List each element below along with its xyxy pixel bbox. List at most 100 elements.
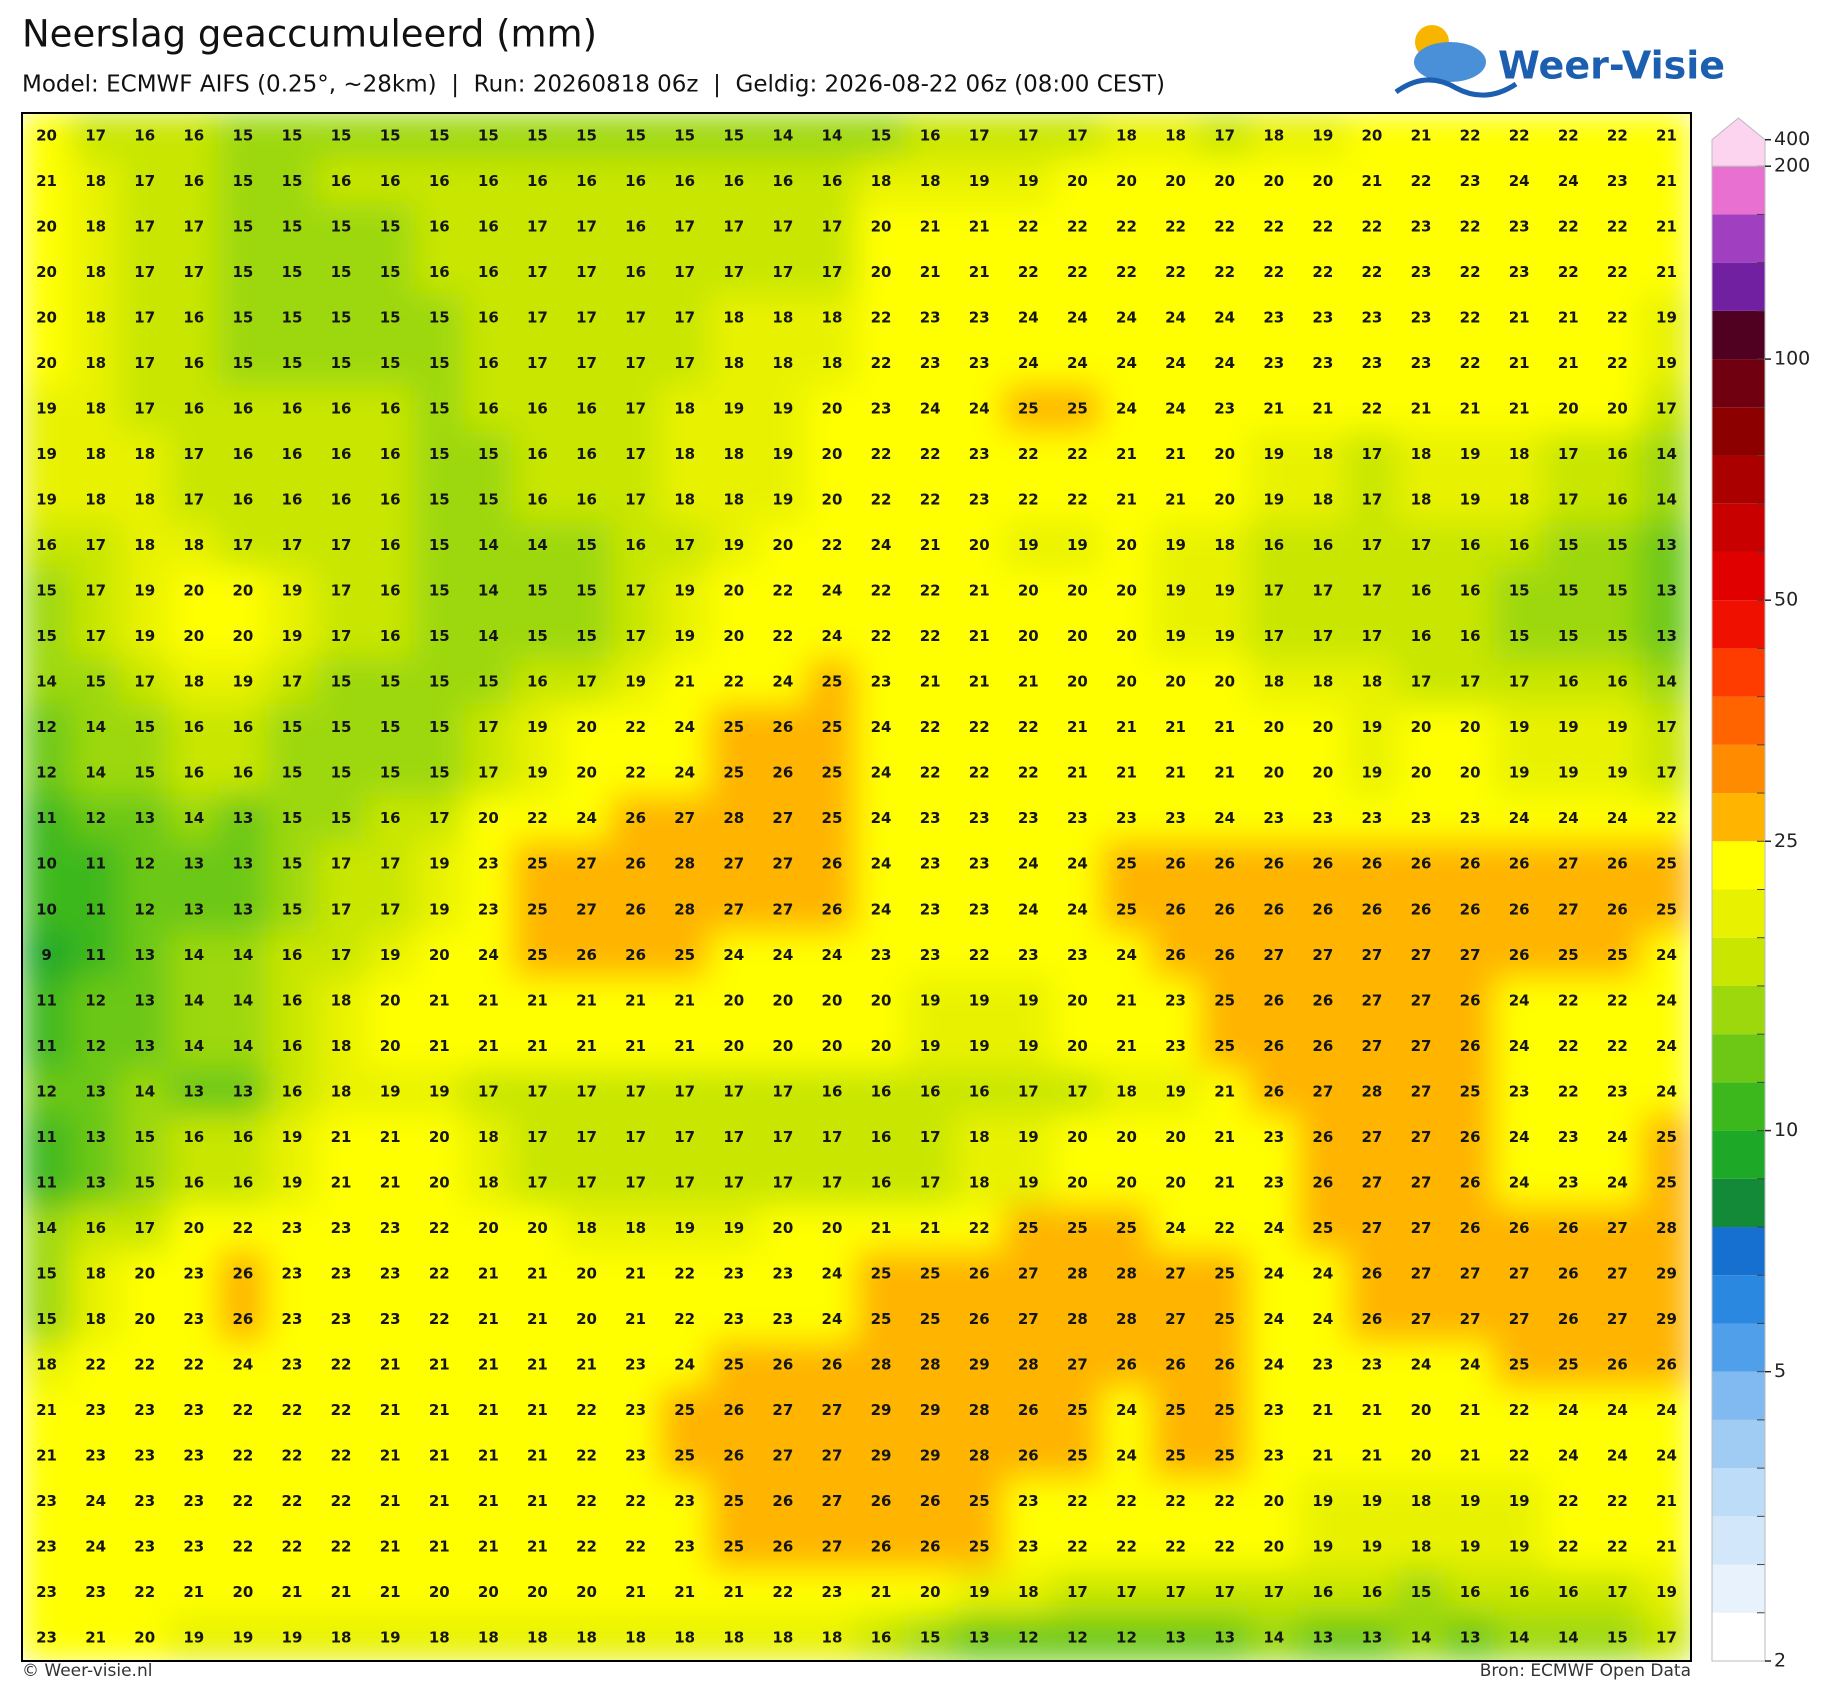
field-cell — [1543, 932, 1594, 979]
field-cell — [1641, 1205, 1691, 1252]
cell-value: 19 — [1656, 354, 1677, 372]
cell-value: 26 — [1263, 900, 1284, 918]
cell-value: 17 — [1361, 445, 1382, 463]
cell-value: 18 — [772, 1629, 793, 1647]
cell-value: 16 — [380, 627, 401, 645]
cell-value: 25 — [527, 900, 548, 918]
cell-value: 17 — [331, 946, 352, 964]
field-cell — [1199, 1478, 1250, 1525]
field-cell — [217, 522, 268, 569]
cell-value: 25 — [1558, 946, 1579, 964]
field-cell — [1297, 249, 1348, 296]
cell-value: 19 — [674, 582, 695, 600]
cell-value: 17 — [674, 536, 695, 554]
colorbar-tick-label: 5 — [1774, 1360, 1786, 1382]
cell-value: 16 — [232, 1128, 253, 1146]
field-cell — [757, 613, 808, 660]
field-cell — [1592, 1023, 1643, 1070]
cell-value: 17 — [282, 673, 303, 691]
cell-value: 22 — [1361, 399, 1382, 417]
field-cell — [1150, 1296, 1201, 1343]
field-cell — [463, 795, 514, 842]
cell-value: 26 — [1411, 855, 1432, 873]
cell-value: 14 — [85, 764, 106, 782]
cell-value: 25 — [822, 673, 843, 691]
field-cell — [217, 1614, 268, 1661]
cell-value: 24 — [1214, 354, 1235, 372]
cell-value: 20 — [1460, 764, 1481, 782]
cell-value: 17 — [134, 172, 155, 190]
cell-value: 19 — [772, 399, 793, 417]
field-cell — [22, 886, 72, 934]
field-cell — [119, 1569, 170, 1616]
cell-value: 17 — [576, 1173, 597, 1191]
field-cell — [316, 1387, 367, 1434]
field-cell — [217, 1387, 268, 1434]
cell-value: 15 — [232, 217, 253, 235]
field-cell — [266, 749, 318, 797]
field-cell — [1052, 431, 1103, 478]
cell-value: 22 — [1607, 991, 1628, 1009]
cell-value: 27 — [1361, 1037, 1382, 1055]
cell-value: 24 — [1067, 855, 1088, 873]
field-cell — [1395, 658, 1447, 706]
cell-value: 21 — [1656, 1538, 1677, 1556]
cell-value: 16 — [527, 491, 548, 509]
field-cell — [1543, 1159, 1594, 1207]
cell-value: 17 — [625, 1173, 646, 1191]
cell-value: 25 — [1018, 1219, 1039, 1237]
field-cell — [168, 522, 219, 569]
field-cell — [365, 1341, 416, 1389]
field-cell — [1494, 1523, 1545, 1571]
field-cell — [1494, 1068, 1545, 1116]
field-cell — [1248, 1478, 1299, 1525]
cell-value: 24 — [871, 900, 892, 918]
field-cell — [266, 1478, 318, 1525]
cell-value: 24 — [674, 718, 695, 736]
cell-value: 23 — [969, 900, 990, 918]
field-cell — [1297, 840, 1348, 888]
cell-value: 21 — [576, 1356, 597, 1374]
cell-value: 19 — [1607, 718, 1628, 736]
field-cell — [316, 522, 367, 569]
cell-value: 16 — [232, 445, 253, 463]
field-cell — [22, 1159, 72, 1207]
field-cell — [757, 840, 808, 888]
field-cell — [610, 1614, 661, 1661]
cell-value: 25 — [871, 1265, 892, 1283]
cell-value: 24 — [1165, 399, 1186, 417]
field-cell — [1346, 1432, 1397, 1480]
field-cell — [512, 522, 563, 569]
field-cell — [1297, 1159, 1348, 1207]
cell-value: 18 — [576, 1629, 597, 1647]
cell-value: 18 — [871, 172, 892, 190]
field-cell — [1346, 294, 1397, 342]
field-cell — [905, 1569, 956, 1616]
cell-value: 27 — [1263, 946, 1284, 964]
cell-value: 14 — [478, 627, 499, 645]
field-cell — [954, 249, 1005, 296]
cell-value: 25 — [1312, 1219, 1333, 1237]
cell-value: 24 — [1018, 900, 1039, 918]
field-cell — [1003, 613, 1054, 660]
field-cell — [708, 522, 759, 569]
field-cell — [316, 658, 367, 706]
cell-value: 17 — [674, 217, 695, 235]
field-cell — [266, 158, 318, 205]
cell-value: 22 — [1607, 1538, 1628, 1556]
field-cell — [1297, 1387, 1348, 1434]
cell-value: 16 — [429, 172, 450, 190]
cell-value: 27 — [772, 1447, 793, 1465]
cell-value: 22 — [1214, 217, 1235, 235]
field-cell — [22, 1387, 72, 1434]
cell-value: 15 — [527, 627, 548, 645]
field-cell — [757, 977, 808, 1025]
field-cell — [1641, 294, 1691, 342]
cell-value: 22 — [282, 1492, 303, 1510]
cell-value: 17 — [576, 1082, 597, 1100]
field-cell — [22, 1432, 72, 1480]
field-cell — [1101, 795, 1152, 842]
field-cell — [561, 749, 612, 797]
field-cell — [1395, 476, 1447, 524]
cell-value: 22 — [282, 1447, 303, 1465]
